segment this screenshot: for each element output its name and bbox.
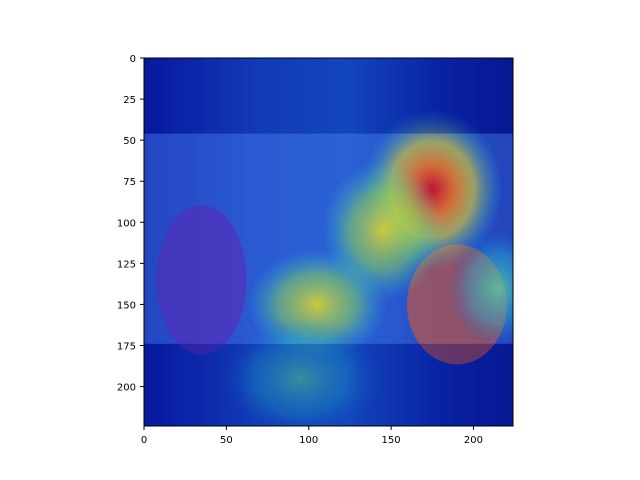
axes: 0 50 100 150 200 0 25 50 75 100 125 150 175 200	[117, 54, 514, 446]
y-tick-label: 175	[117, 342, 136, 353]
top-band	[144, 58, 513, 134]
x-tick-label: 50	[220, 435, 233, 446]
x-tick-label: 200	[464, 435, 483, 446]
plot-frame	[143, 57, 514, 427]
heat-hotspot-4	[220, 318, 381, 426]
x-tick-label: 150	[382, 435, 401, 446]
y-tick-label: 50	[123, 136, 136, 147]
x-tick-label: 100	[299, 435, 318, 446]
y-tick-label: 75	[123, 177, 136, 188]
y-tick-label: 150	[117, 300, 136, 311]
y-tick-label: 25	[123, 95, 136, 106]
y-tick-label: 0	[130, 54, 136, 65]
heat-hotspot-5	[448, 228, 513, 348]
x-tick-label: 0	[141, 435, 147, 446]
y-tick-label: 200	[117, 383, 136, 394]
figure-left	[156, 204, 247, 355]
plot-area	[144, 58, 513, 426]
bottom-band	[144, 343, 513, 426]
y-tick-label: 125	[117, 259, 136, 270]
y-tick-label: 100	[117, 218, 136, 229]
